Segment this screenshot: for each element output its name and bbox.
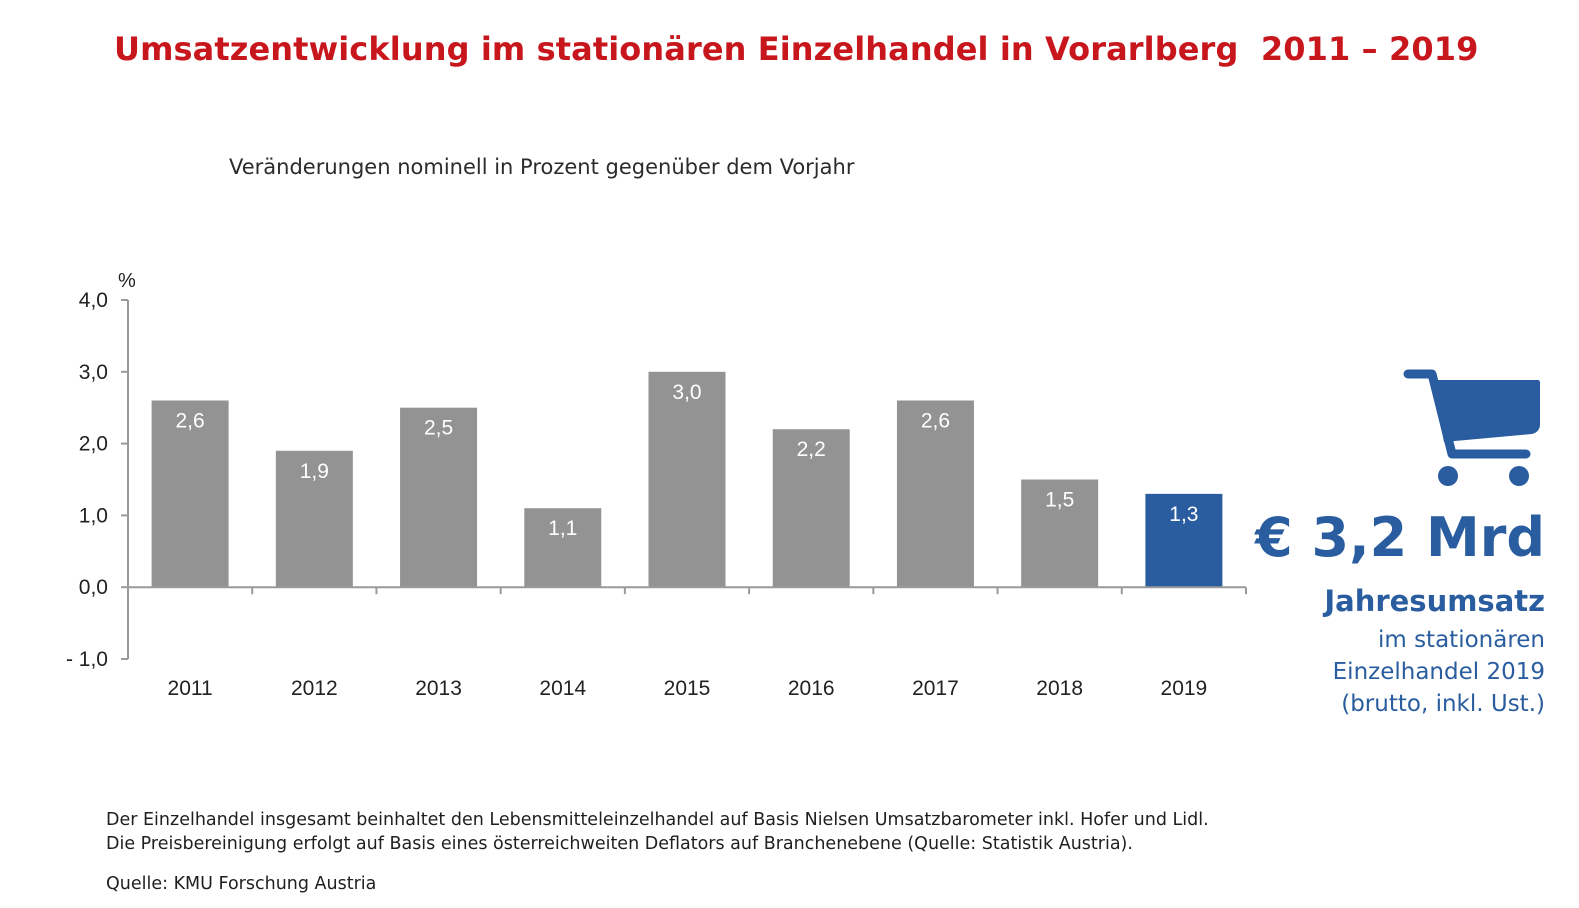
y-tick-label: 2,0: [79, 433, 108, 456]
data-label: 1,1: [548, 517, 577, 540]
bar-2016: [772, 429, 850, 588]
y-tick-label: 3,0: [79, 361, 108, 384]
source-note: Quelle: KMU Forschung Austria: [106, 874, 377, 894]
data-label: 2,6: [921, 410, 950, 433]
data-label: 3,0: [672, 381, 701, 404]
y-tick-label: 1,0: [79, 504, 108, 527]
data-label: 1,9: [300, 460, 329, 483]
chart-subtitle: Veränderungen nominell in Prozent gegenü…: [229, 155, 855, 179]
y-tick-label: - 1,0: [66, 648, 108, 671]
x-tick-label: 2011: [168, 677, 213, 700]
y-axis-unit-label: %: [118, 270, 136, 292]
footnote-line: Die Preisbereinigung erfolgt auf Basis e…: [106, 834, 1133, 854]
data-label: 1,5: [1045, 489, 1074, 512]
x-tick-label: 2012: [291, 677, 338, 700]
x-tick-label: 2018: [1036, 677, 1083, 700]
total-description-line: im stationären: [1377, 627, 1545, 653]
x-tick-label: 2014: [539, 677, 586, 700]
x-tick-label: 2015: [664, 677, 711, 700]
bar-2013: [400, 407, 478, 588]
data-label: 2,5: [424, 417, 453, 440]
data-label: 2,6: [176, 410, 205, 433]
bar-2014: [524, 508, 602, 588]
total-amount: € 3,2 Mrd: [1255, 506, 1545, 569]
bar-2019: [1145, 493, 1223, 588]
bar-chart: 4,0 3,0 2,0 1,0 0,0 - 1,0% 2,6 2011 1,9 2012 2,5 20…: [66, 270, 1247, 700]
data-label: 2,2: [797, 438, 826, 461]
bar-2017: [896, 400, 974, 588]
data-label: 1,3: [1169, 503, 1198, 526]
x-tick-label: 2019: [1161, 677, 1208, 700]
x-tick-label: 2013: [415, 677, 462, 700]
total-description: im stationären Einzelhandel 2019 (brutto…: [1225, 624, 1545, 720]
total-label: Jahresumsatz: [1324, 584, 1545, 618]
bar-2018: [1021, 479, 1099, 588]
bar-2011: [151, 400, 229, 588]
x-tick-label: 2016: [788, 677, 835, 700]
total-description-line: Einzelhandel 2019: [1332, 659, 1545, 685]
bar-2012: [275, 450, 353, 588]
total-description-line: (brutto, inkl. Ust.): [1341, 691, 1545, 717]
page-title: Umsatzentwicklung im stationären Einzelh…: [114, 30, 1479, 68]
y-tick-label: 4,0: [79, 289, 108, 312]
shopping-cart-icon: [1402, 364, 1546, 496]
footnote-line: Der Einzelhandel insgesamt beinhaltet de…: [106, 810, 1209, 830]
footnote: Der Einzelhandel insgesamt beinhaltet de…: [106, 808, 1209, 856]
y-tick-label: 0,0: [79, 576, 108, 599]
bar-2015: [648, 371, 726, 588]
x-tick-label: 2017: [912, 677, 959, 700]
